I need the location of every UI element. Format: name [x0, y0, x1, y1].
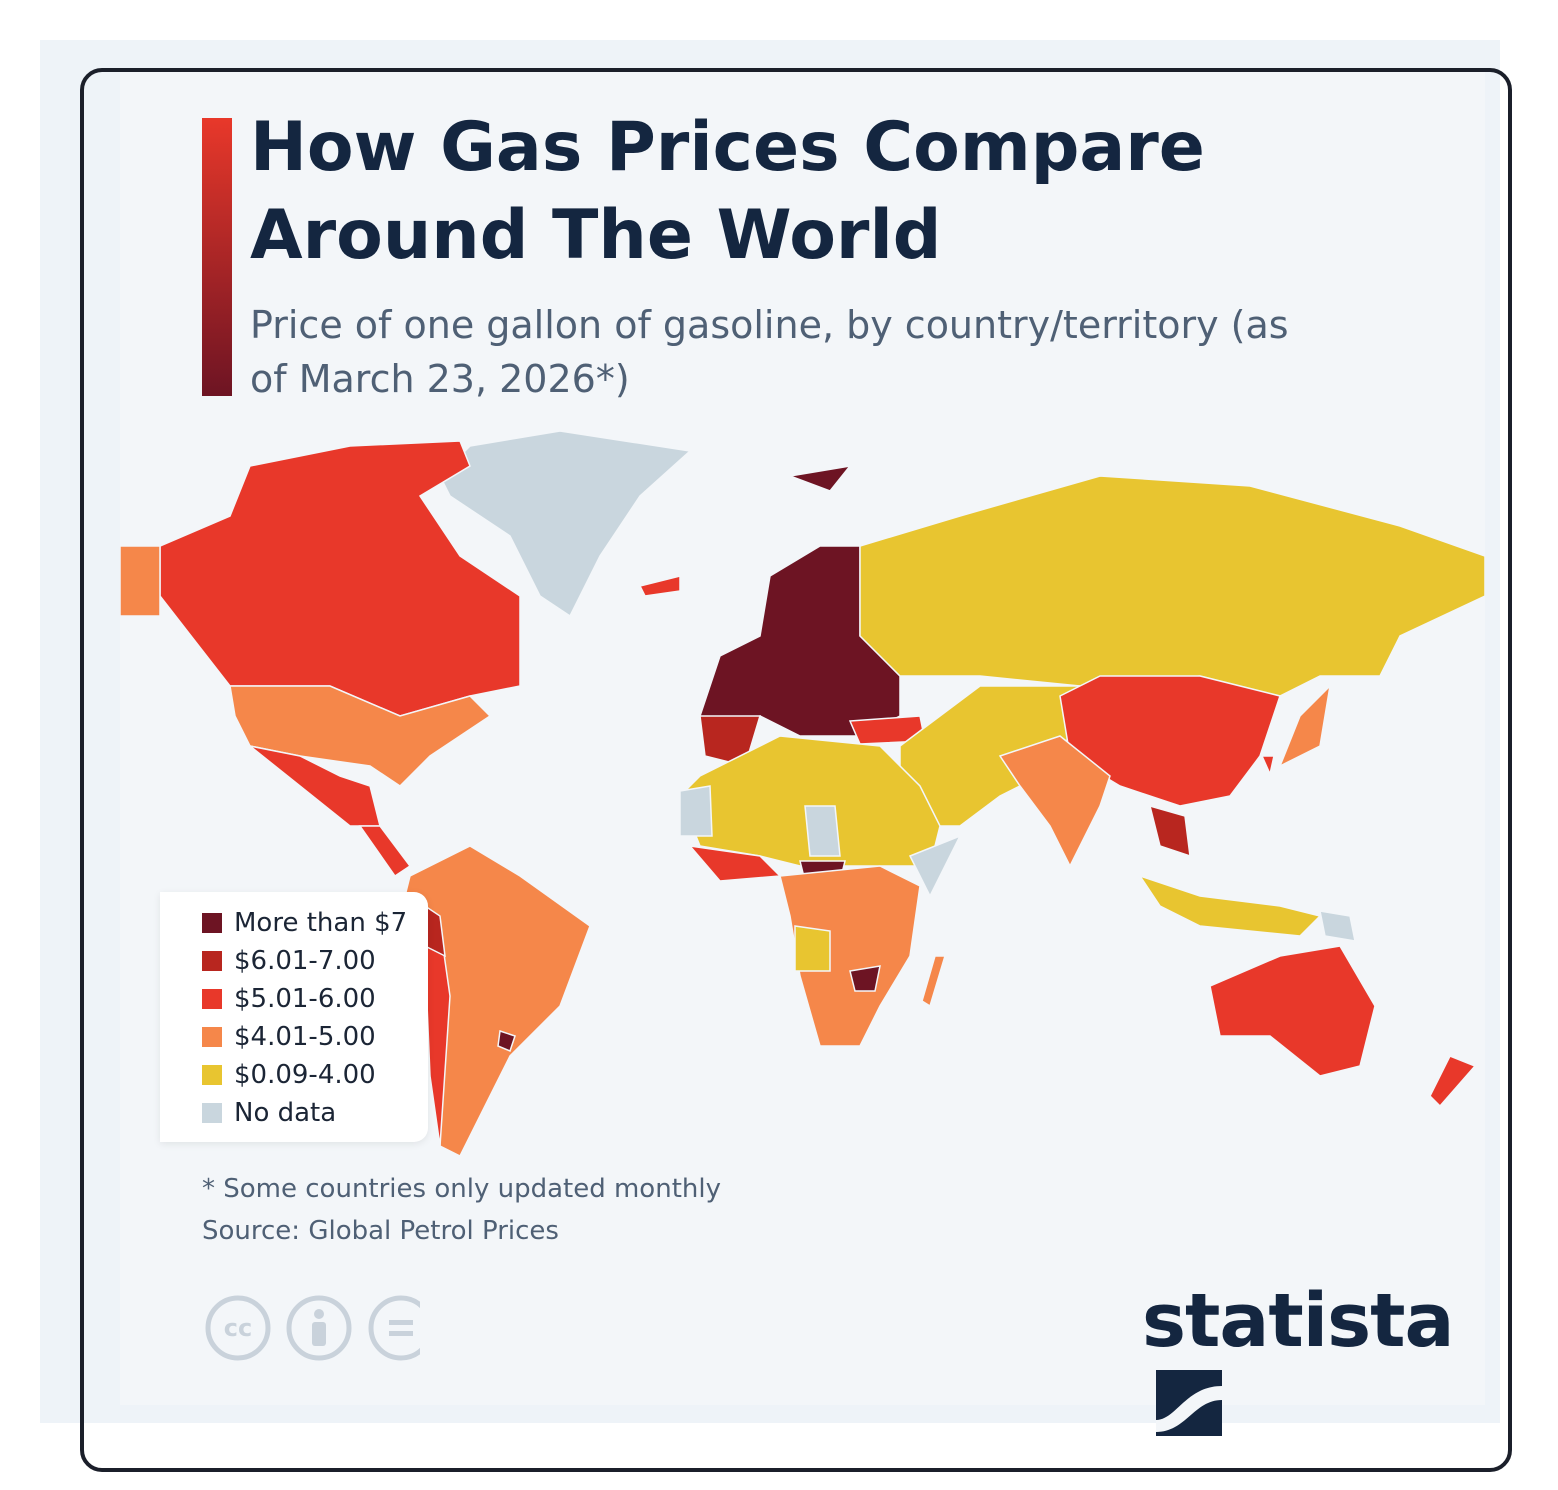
country-region [358, 825, 412, 878]
legend-item: $5.01-6.00 [202, 984, 376, 1014]
legend-swatch [202, 951, 222, 971]
legend-label: More than $7 [234, 908, 408, 938]
legend-item: $0.09-4.00 [202, 1060, 376, 1090]
country-region [804, 805, 841, 857]
legend-swatch [202, 1065, 222, 1085]
title: How Gas Prices Compare Around The World [250, 108, 1205, 275]
legend: More than $7 $6.01-7.00 $5.01-6.00 $4.01-5.… [160, 892, 428, 1142]
country-region [908, 834, 962, 898]
legend-label: $0.09-4.00 [234, 1060, 376, 1090]
legend-swatch [202, 1103, 222, 1123]
legend-label: $6.01-7.00 [234, 946, 376, 976]
country-region [859, 475, 1485, 697]
legend-item: $4.01-5.00 [202, 1022, 376, 1052]
country-region [849, 965, 881, 992]
country-region [1319, 910, 1356, 942]
world-map [120, 430, 1485, 1158]
country-region [1429, 1055, 1477, 1108]
country-region [1260, 755, 1275, 777]
country-region [794, 925, 831, 972]
country-region [1209, 945, 1376, 1077]
country-region [497, 1030, 516, 1053]
legend-label: $4.01-5.00 [234, 1022, 376, 1052]
footnote: * Some countries only updated monthly [202, 1174, 721, 1204]
legend-swatch [202, 913, 222, 933]
country-region [120, 545, 161, 617]
legend-item: No data [202, 1098, 336, 1128]
country-region [679, 785, 713, 837]
country-region [439, 430, 692, 618]
country-region [229, 685, 492, 787]
brand-logo: statista [1142, 1278, 1485, 1450]
chart-panel: How Gas Prices Compare Around The World … [120, 72, 1485, 1436]
license-icons: cc [205, 1295, 420, 1361]
card: How Gas Prices Compare Around The World … [80, 68, 1512, 1472]
country-region [921, 955, 947, 1008]
legend-swatch [202, 1027, 222, 1047]
country-region [679, 735, 941, 867]
legend-item: More than $7 [202, 908, 407, 938]
svg-text:cc: cc [224, 1314, 252, 1342]
country-region [998, 735, 1111, 868]
legend-item: $6.01-7.00 [202, 946, 376, 976]
brand-text: statista [1142, 1278, 1454, 1364]
country-region [787, 464, 852, 492]
country-region [1148, 804, 1191, 858]
country-region [1138, 874, 1322, 937]
country-region [1278, 683, 1332, 768]
country-region [638, 575, 681, 597]
accent-bar [202, 118, 232, 396]
legend-label: No data [234, 1098, 337, 1128]
legend-swatch [202, 989, 222, 1009]
legend-label: $5.01-6.00 [234, 984, 376, 1014]
subtitle: Price of one gallon of gasoline, by coun… [250, 303, 1289, 401]
country-region [249, 745, 381, 827]
source: Source: Global Petrol Prices [202, 1216, 559, 1246]
brand-mark [1156, 1370, 1222, 1436]
